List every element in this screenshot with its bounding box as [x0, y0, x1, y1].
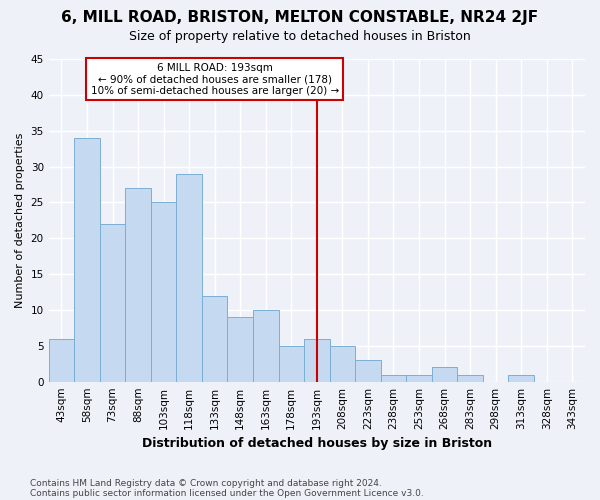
Bar: [74, 138, 100, 382]
Bar: [304, 338, 329, 382]
Bar: [227, 317, 253, 382]
Bar: [253, 310, 278, 382]
Text: Contains HM Land Registry data © Crown copyright and database right 2024.: Contains HM Land Registry data © Crown c…: [30, 478, 382, 488]
Text: Contains public sector information licensed under the Open Government Licence v3: Contains public sector information licen…: [30, 488, 424, 498]
Bar: [125, 188, 151, 382]
Bar: [508, 374, 534, 382]
Bar: [49, 338, 74, 382]
Text: 6 MILL ROAD: 193sqm
← 90% of detached houses are smaller (178)
10% of semi-detac: 6 MILL ROAD: 193sqm ← 90% of detached ho…: [91, 62, 339, 96]
Bar: [355, 360, 380, 382]
Bar: [457, 374, 483, 382]
Bar: [432, 368, 457, 382]
Bar: [380, 374, 406, 382]
Bar: [202, 296, 227, 382]
Bar: [151, 202, 176, 382]
X-axis label: Distribution of detached houses by size in Briston: Distribution of detached houses by size …: [142, 437, 492, 450]
Bar: [100, 224, 125, 382]
Bar: [406, 374, 432, 382]
Text: Size of property relative to detached houses in Briston: Size of property relative to detached ho…: [129, 30, 471, 43]
Y-axis label: Number of detached properties: Number of detached properties: [15, 132, 25, 308]
Text: 6, MILL ROAD, BRISTON, MELTON CONSTABLE, NR24 2JF: 6, MILL ROAD, BRISTON, MELTON CONSTABLE,…: [61, 10, 539, 25]
Bar: [278, 346, 304, 382]
Bar: [329, 346, 355, 382]
Bar: [176, 174, 202, 382]
